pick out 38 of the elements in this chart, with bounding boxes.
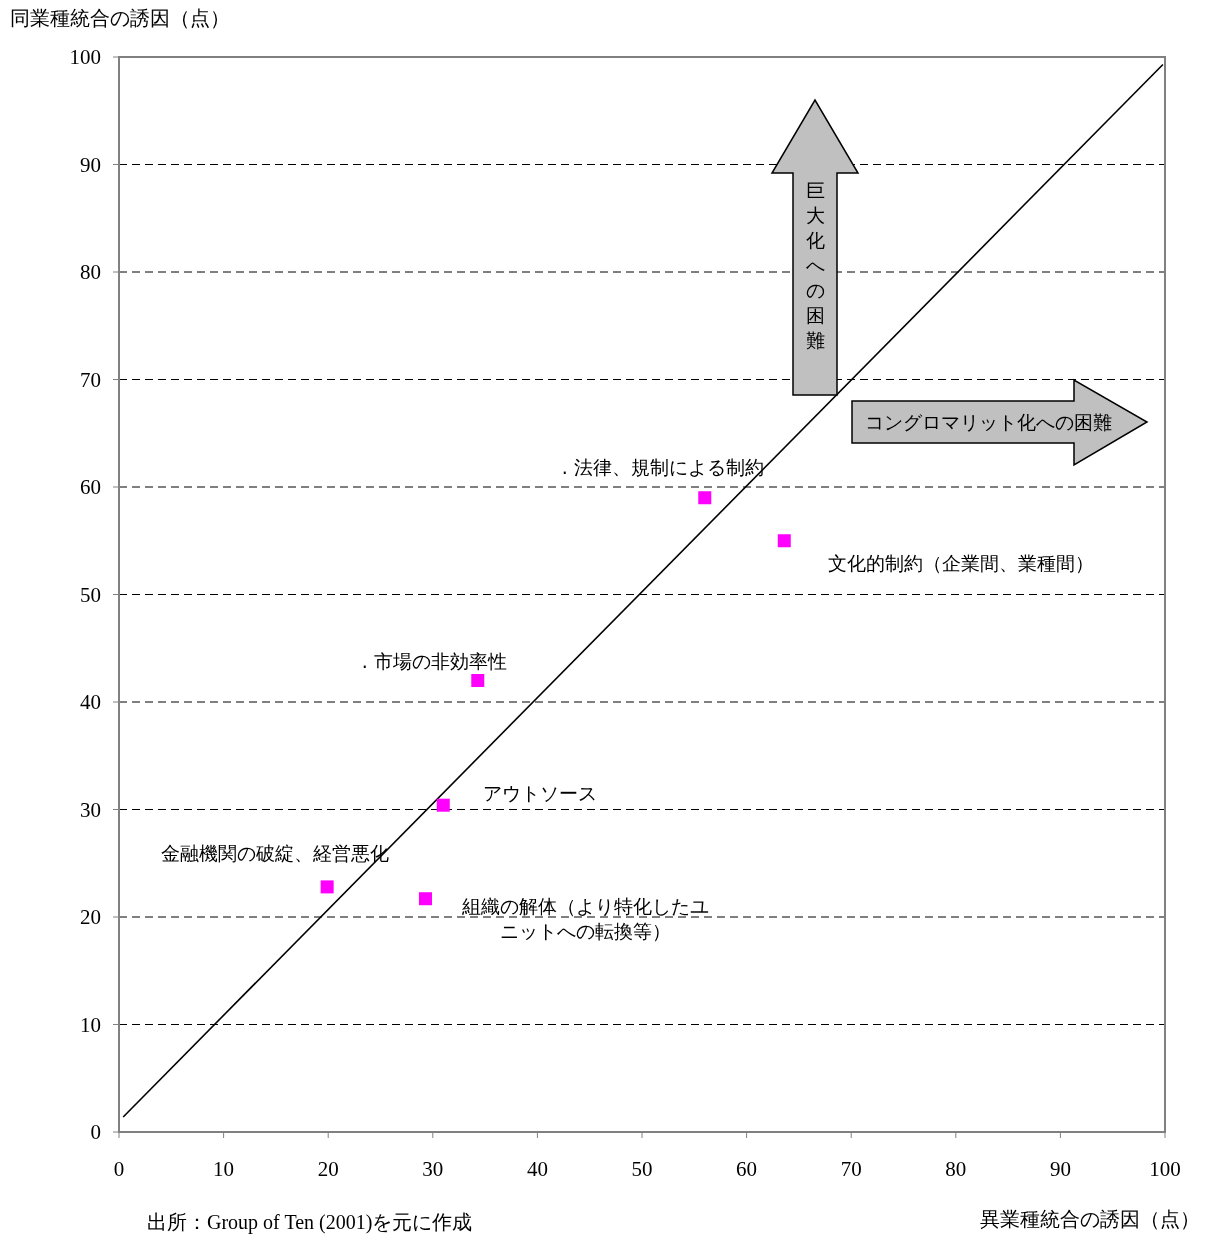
x-tick-label: 90 <box>1049 1157 1071 1181</box>
point <box>777 534 791 548</box>
x-tick-label: 60 <box>736 1157 758 1181</box>
annotation: 巨大化への困難 <box>805 179 825 351</box>
point <box>418 892 432 906</box>
y-tick-label: 0 <box>90 1120 101 1144</box>
annotation: コングロマリット化への困難 <box>864 411 1112 433</box>
x-tick-label: 40 <box>526 1157 548 1181</box>
point <box>471 674 485 687</box>
annotation: アウトソース <box>483 782 598 805</box>
y-tick-label: 90 <box>80 152 101 177</box>
y-tick-label: 10 <box>80 1012 101 1037</box>
text: 出所：Group of Ten (2001)を元に作成 <box>147 1211 473 1234</box>
x-tick-label: 10 <box>213 1157 235 1181</box>
x-tick-label: 50 <box>631 1157 653 1181</box>
y-tick-label: 50 <box>80 582 101 607</box>
x-tick-label: 0 <box>113 1157 125 1181</box>
y-tick-label: 100 <box>69 45 101 69</box>
point <box>698 491 712 505</box>
y-tick-label: 70 <box>80 367 101 392</box>
y-axis-title: 同業種統合の誘因（点） <box>10 6 230 30</box>
annotation: 文化的制約（企業間、業種間） <box>828 551 1095 574</box>
y-tick-label: 60 <box>80 475 101 499</box>
x-tick-label: 20 <box>317 1157 339 1181</box>
y-tick-label: 20 <box>80 905 101 929</box>
annotation: . 法律、規制による制約 <box>561 455 764 478</box>
point <box>320 880 334 894</box>
point <box>436 798 450 812</box>
x-axis-title: 異業種統合の誘因（点） <box>980 1207 1200 1231</box>
x-tick-label: 100 <box>1149 1157 1181 1181</box>
x-tick-label: 70 <box>840 1157 862 1181</box>
x-tick-label: 80 <box>945 1157 967 1181</box>
y-tick-label: 40 <box>80 690 101 714</box>
x-tick-label: 30 <box>422 1157 444 1181</box>
annotation: . 市場の非効率性 <box>361 649 507 672</box>
y-tick-label: 80 <box>80 260 101 284</box>
y-tick-label: 30 <box>80 797 101 822</box>
annotation: 組織の解体（より特化したユニットへの転換等） <box>460 894 709 942</box>
